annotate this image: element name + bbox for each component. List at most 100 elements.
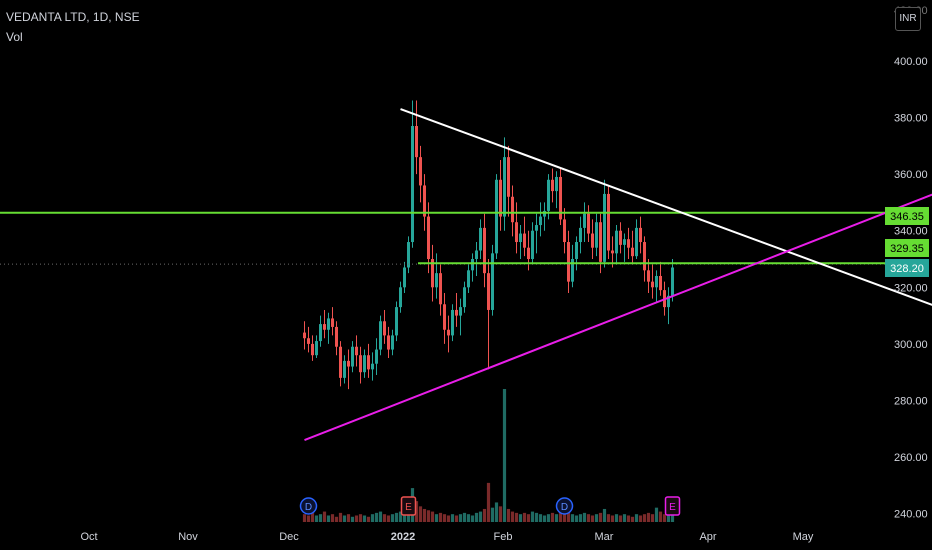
candle-body	[419, 157, 422, 186]
volume-bar	[462, 512, 467, 522]
y-tick-label: 380.00	[894, 113, 928, 125]
volume-bar	[658, 511, 663, 522]
volume-bar	[366, 516, 371, 522]
volume-bars	[302, 389, 675, 522]
candle-body	[307, 338, 310, 344]
candle-body	[471, 259, 474, 271]
candle-body	[315, 341, 318, 356]
candle-body	[367, 355, 370, 370]
volume-bar	[498, 506, 503, 522]
candle-body	[431, 259, 434, 288]
volume-bar	[306, 515, 311, 522]
dividend-marker-label: D	[561, 502, 568, 513]
price-label-box	[885, 259, 929, 277]
candle-body	[567, 242, 570, 282]
candle-body	[391, 335, 394, 350]
drawing-lines[interactable]	[0, 108, 932, 442]
candle-body	[359, 355, 362, 373]
x-tick-label: 2022	[391, 531, 415, 543]
candle-body	[563, 219, 566, 243]
volume-bar	[338, 512, 343, 522]
candle-body	[435, 273, 438, 288]
time-axis[interactable]: Oct Nov Dec 2022 Feb Mar Apr May	[80, 531, 813, 543]
candle-body	[491, 253, 494, 310]
candle-body	[447, 329, 450, 336]
volume-bar	[646, 512, 651, 522]
volume-bar	[478, 511, 483, 522]
volume-bar	[398, 511, 403, 522]
candle-body	[499, 179, 502, 217]
candle-body	[619, 230, 622, 245]
y-tick-label: 300.00	[894, 339, 928, 351]
candle-body	[323, 324, 326, 330]
candle-body	[559, 176, 562, 220]
candle-body	[479, 227, 482, 251]
candle-body	[335, 326, 338, 347]
volume-bar	[546, 514, 551, 522]
x-tick-label: Dec	[279, 531, 299, 543]
volume-indicator-label[interactable]: Vol	[6, 30, 23, 44]
candle-body	[371, 363, 374, 370]
candle-body	[507, 157, 510, 197]
candle-body	[595, 222, 598, 248]
candle-body	[399, 287, 402, 308]
volume-bar	[662, 514, 667, 522]
candle-body	[635, 227, 638, 257]
volume-bar	[586, 514, 591, 522]
volume-bar	[626, 515, 631, 522]
candle-body	[651, 281, 654, 288]
volume-bar	[566, 510, 571, 522]
volume-bar	[590, 515, 595, 522]
price-label: 346.35	[890, 211, 924, 223]
volume-bar	[314, 515, 319, 522]
candle-body	[495, 179, 498, 254]
candle-body	[427, 216, 430, 260]
volume-bar	[466, 514, 471, 522]
candle-body	[615, 230, 618, 254]
candle-body	[555, 176, 558, 192]
volume-bar	[562, 512, 567, 522]
volume-bar	[326, 515, 331, 522]
volume-bar	[570, 514, 575, 522]
volume-bar	[330, 514, 335, 522]
x-tick-label: Feb	[494, 531, 513, 543]
candle-body	[347, 360, 350, 367]
candle-body	[319, 324, 322, 342]
volume-bar	[514, 512, 519, 522]
candle-body	[331, 318, 334, 327]
candle-body	[547, 179, 550, 211]
volume-bar	[650, 514, 655, 522]
volume-bar	[322, 511, 327, 522]
candle-body	[591, 233, 594, 248]
price-axis[interactable]: 240.00 260.00 280.00 300.00 320.00 340.00 360.…	[894, 5, 928, 521]
currency-badge[interactable]: INR	[895, 7, 921, 31]
candle-body	[527, 247, 530, 260]
y-tick-label: 260.00	[894, 452, 928, 464]
volume-bar	[534, 512, 539, 522]
volume-bar	[382, 514, 387, 522]
candle-body	[423, 185, 426, 217]
volume-bar	[622, 514, 627, 522]
volume-bar	[310, 512, 315, 522]
volume-bar	[442, 514, 447, 522]
price-label-box	[885, 239, 929, 257]
volume-bar	[582, 512, 587, 522]
volume-bar	[450, 514, 455, 522]
volume-bar	[654, 507, 659, 522]
candle-body	[515, 222, 518, 243]
candle-body	[475, 250, 478, 260]
symbol-title[interactable]: VEDANTA LTD, 1D, NSE	[6, 10, 140, 24]
candle-body	[643, 242, 646, 271]
y-tick-label: 240.00	[894, 509, 928, 521]
volume-bar	[618, 515, 623, 522]
volume-bar	[422, 508, 427, 522]
candle-body	[583, 213, 586, 228]
candle-body	[403, 267, 406, 288]
volume-bar	[418, 506, 423, 522]
candle-body	[639, 227, 642, 243]
volume-bar	[610, 515, 615, 522]
volume-bar	[470, 515, 475, 522]
candle-body	[407, 242, 410, 268]
